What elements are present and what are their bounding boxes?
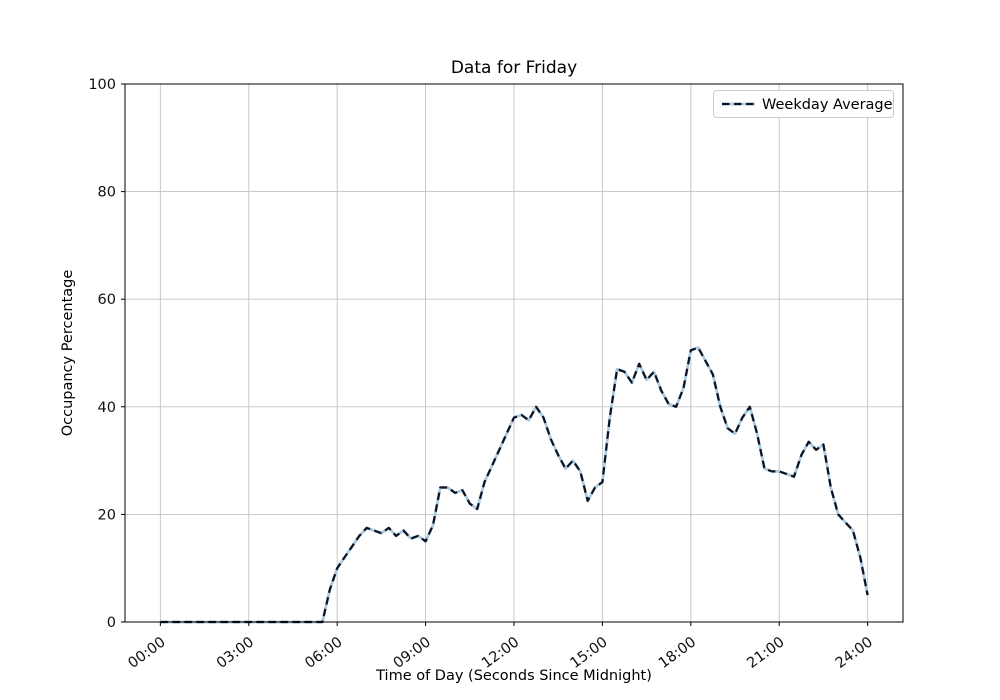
x-tick-label: 06:00 xyxy=(302,634,345,672)
y-tick-label: 20 xyxy=(98,507,116,523)
y-tick-label: 0 xyxy=(107,615,116,631)
x-tick-label: 18:00 xyxy=(656,634,699,672)
x-tick-label: 21:00 xyxy=(744,634,787,672)
chart-title: Data for Friday xyxy=(450,58,578,78)
x-axis-label: Time of Day (Seconds Since Midnight) xyxy=(376,668,652,684)
y-tick-label: 100 xyxy=(88,77,116,93)
weekday-average-line xyxy=(160,346,869,624)
x-tick-label: 09:00 xyxy=(391,634,434,672)
x-tick-label: 03:00 xyxy=(214,634,257,672)
legend-box xyxy=(713,90,894,118)
y-tick-label: 40 xyxy=(98,400,116,416)
y-tick-label: 80 xyxy=(98,185,116,201)
x-tick-label: 12:00 xyxy=(479,634,522,672)
y-tick-label: 60 xyxy=(98,292,116,308)
axes-ticks: 0 20 40 60 80 100 00:00 03:00 06:00 09:00 12:00 15:… xyxy=(88,77,876,672)
legend: Weekday Average xyxy=(713,90,894,118)
y-axis-label: Occupancy Percentage xyxy=(60,269,76,437)
legend-label: Weekday Average xyxy=(762,97,893,113)
x-tick-label: 24:00 xyxy=(833,634,876,672)
x-tick-label: 00:00 xyxy=(125,634,168,672)
gridlines xyxy=(125,83,903,623)
x-tick-label: 15:00 xyxy=(568,634,611,672)
